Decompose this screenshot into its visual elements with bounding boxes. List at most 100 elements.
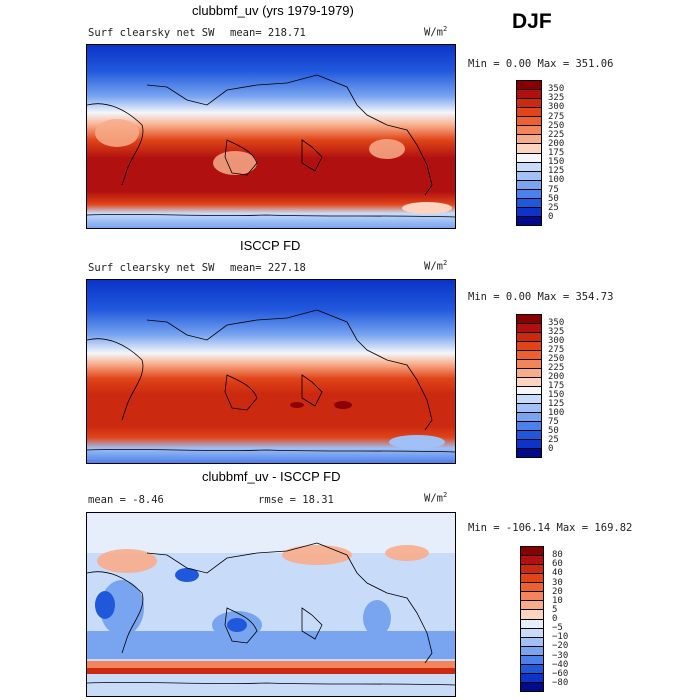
colorbar-tick-label: 150 [548,390,565,400]
colorbar-tick-label: 275 [548,111,565,122]
colorbar-tick-label: −40 [552,659,569,670]
colorbar-tick-label: 5 [552,604,558,615]
colorbar-box [520,681,544,692]
colorbar-tick-label: −30 [552,650,569,661]
colorbar-tick-label: 0 [548,444,554,454]
colorbar-tick-label: 60 [552,559,563,570]
colorbar-box [516,170,542,180]
colorbar-tick-label: −10 [552,632,569,643]
panel-2-title: ISCCP FD [240,238,301,253]
colorbar-tick-label: 200 [548,372,565,382]
panel-2-map-plot [87,280,455,463]
panel-1-field: Surf clearsky net SW [88,27,215,39]
colorbar-tick-label: −20 [552,641,569,652]
colorbar-tick-label: 125 [548,166,565,177]
colorbar-box [516,197,542,207]
colorbar-box [516,179,542,189]
colorbar-tick-label: 30 [552,577,563,588]
colorbar-tick-label: 175 [548,381,565,391]
colorbar-box [516,152,542,162]
colorbar-box [516,125,542,135]
panel-3-map-plot [87,513,455,696]
colorbar-tick-label: 300 [548,336,565,346]
colorbar-tick-label: 0 [552,614,558,624]
colorbar-box [516,89,542,99]
colorbar-box [516,161,542,171]
colorbar-tick-label: 225 [548,129,565,140]
panel-1-colorbar [516,80,542,226]
panel-1-map-plot [87,45,455,228]
colorbar-box [516,98,542,108]
colorbar-tick-label: 100 [548,175,565,186]
panel-3-rmse: rmse = 18.31 [258,494,334,506]
colorbar-box [516,421,542,431]
panel-2-minmax: Min = 0.00 Max = 354.73 [468,291,614,303]
colorbar-tick-label: 50 [548,426,559,436]
colorbar-box [516,331,542,341]
colorbar-box [516,376,542,386]
colorbar-tick-label: 350 [548,318,565,328]
colorbar-tick-label: 25 [548,202,559,213]
colorbar-box [520,573,544,583]
colorbar-tick-label: 40 [552,568,563,579]
colorbar-box [520,654,544,664]
panel-2-field: Surf clearsky net SW [88,262,215,274]
colorbar-box [516,358,542,368]
colorbar-box [516,439,542,449]
colorbar-box [516,349,542,359]
panel-3-map [86,512,456,697]
colorbar-box [516,134,542,144]
panel-2-colorbar [516,314,542,458]
colorbar-tick-label: 250 [548,120,565,131]
colorbar-box [520,645,544,655]
panel-3-colorbar-ticks: 80 60 40 30 20 10 5 0 −5 −10 −20 −30 −40 −60 −80 [552,546,592,692]
colorbar-box [516,367,542,377]
colorbar-tick-label: 200 [548,138,565,149]
colorbar-tick-label: 125 [548,399,565,409]
colorbar-tick-label: 150 [548,157,565,168]
panel-3-minmax: Min = -106.14 Max = 169.82 [468,522,633,534]
panel-2-units: W/m2 [424,259,448,273]
colorbar-tick-label: 0 [548,211,554,222]
panel-3-units: W/m2 [424,491,448,505]
colorbar-box [520,564,544,574]
panel-1-map [86,44,456,229]
colorbar-box [520,627,544,637]
colorbar-tick-label: 300 [548,102,565,113]
colorbar-tick-label: −80 [552,677,569,688]
colorbar-tick-label: 275 [548,345,565,355]
panel-1-minmax: Min = 0.00 Max = 351.06 [468,58,614,70]
panel-2-map [86,279,456,464]
colorbar-tick-label: 250 [548,354,565,364]
colorbar-box [516,322,542,332]
colorbar-box [516,412,542,422]
colorbar-box [520,555,544,565]
colorbar-box [516,430,542,440]
colorbar-box [516,394,542,404]
colorbar-box [516,206,542,216]
panel-3-colorbar [520,546,544,692]
colorbar-box [516,403,542,413]
colorbar-box [516,385,542,395]
colorbar-box [520,672,544,682]
colorbar-tick-label: 50 [548,193,559,204]
panel-1-mean: mean= 218.71 [230,27,306,39]
colorbar-tick-label: 25 [548,435,559,445]
colorbar-box [516,314,542,323]
colorbar-tick-label: 80 [552,550,563,561]
colorbar-box [516,80,542,90]
panel-2-colorbar-ticks: 350 325 300 275 250 225 200 175 150 125 100 75 50 25 0 [548,314,588,458]
colorbar-tick-label: 100 [548,408,565,418]
colorbar-tick-label: 20 [552,586,563,597]
colorbar-box [516,448,542,458]
colorbar-box [520,582,544,592]
colorbar-box [520,600,544,610]
colorbar-tick-label: 325 [548,327,565,337]
colorbar-box [516,107,542,117]
colorbar-box [516,215,542,226]
colorbar-box [520,636,544,646]
colorbar-box [516,116,542,126]
colorbar-box [516,188,542,198]
colorbar-tick-label: 75 [548,184,559,195]
colorbar-box [520,663,544,673]
